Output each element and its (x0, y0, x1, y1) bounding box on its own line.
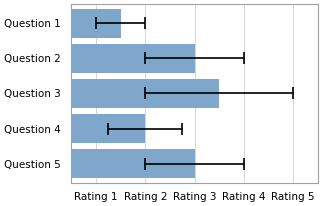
Bar (47, 8, 121, 38)
Bar (47, 44, 194, 73)
Bar (47, 114, 145, 143)
Bar (47, 79, 219, 108)
Bar (47, 149, 194, 178)
